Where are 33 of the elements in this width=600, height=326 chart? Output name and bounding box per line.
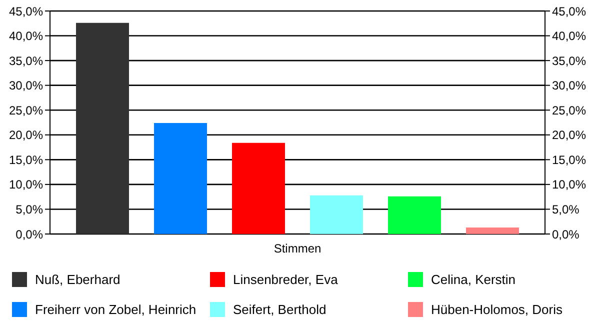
text: 20,0% (552, 128, 586, 142)
y-tick-label: 35,0% (8, 54, 44, 68)
y-tick-label: 20,0% (8, 128, 44, 142)
legend-label: Nuß, Eberhard (35, 272, 120, 286)
text: 35,0% (552, 54, 586, 68)
y-tick-label: 10,0% (8, 178, 44, 192)
bar (388, 196, 441, 234)
legend-label: Seifert, Berthold (233, 302, 326, 316)
y-tick-label: 25,0% (8, 103, 44, 118)
bar (154, 122, 207, 234)
text: 40,0% (552, 29, 586, 44)
y-tick-label: 15,0% (8, 152, 44, 167)
legend-label: Hüben-Holomos, Doris (431, 302, 562, 316)
text: 30,0% (552, 78, 586, 93)
y-tick-label: 45,0% (8, 4, 44, 18)
bar (466, 228, 519, 234)
bar (232, 142, 285, 234)
legend-label: Freiherr von Zobel, Heinrich (35, 302, 196, 316)
y-tick-label: 5,0% (16, 202, 44, 216)
y-tick-label: 30,0% (8, 78, 44, 93)
text: 10,0% (552, 178, 586, 192)
text: 45,0% (552, 4, 586, 18)
y-tick-label: 40,0% (8, 29, 44, 44)
text: 25,0% (552, 103, 586, 118)
bar (310, 195, 363, 234)
x-tick-label: Stimmen (274, 242, 322, 256)
text: 5,0% (552, 202, 580, 216)
text: 0,0% (552, 227, 580, 242)
y-tick-label: 0,0% (16, 227, 44, 242)
text: 15,0% (552, 152, 586, 167)
legend-label: Linsenbreder, Eva (233, 272, 338, 286)
legend-label: Celina, Kerstin (431, 272, 516, 286)
bar (76, 22, 129, 234)
